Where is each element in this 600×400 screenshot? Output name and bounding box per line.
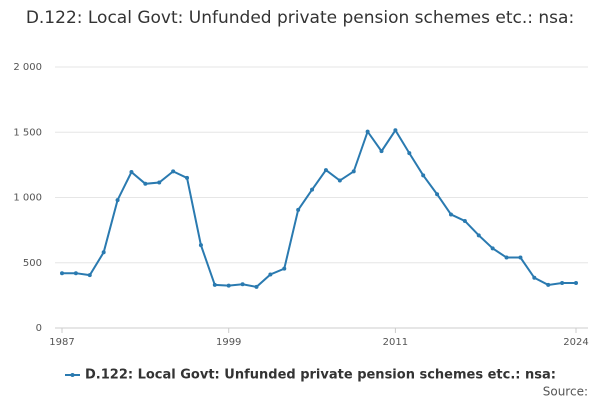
- data-point: [157, 180, 162, 185]
- data-point: [504, 255, 509, 260]
- x-tick-label: 1987: [49, 337, 74, 348]
- data-point: [462, 218, 467, 223]
- y-tick-label: 1 000: [13, 193, 42, 204]
- data-point: [365, 129, 370, 134]
- data-point: [101, 250, 106, 255]
- data-point: [393, 128, 398, 133]
- data-point: [574, 280, 578, 285]
- data-point: [379, 149, 384, 154]
- data-point: [490, 246, 495, 251]
- data-point: [546, 282, 551, 287]
- y-tick-label: 500: [23, 258, 42, 269]
- x-tick-label: 2011: [383, 337, 408, 348]
- data-point: [60, 271, 64, 276]
- data-point: [282, 266, 287, 271]
- data-point: [129, 170, 134, 175]
- data-point: [448, 212, 453, 217]
- source: Source:: [543, 385, 588, 399]
- data-point: [351, 169, 356, 174]
- data-point: [532, 275, 537, 280]
- data-point: [87, 273, 92, 278]
- data-point: [518, 255, 523, 260]
- legend-label: D.122: Local Govt: Unfunded private pens…: [85, 368, 556, 383]
- x-tick-label: 2024: [563, 337, 588, 348]
- data-point: [268, 272, 273, 277]
- data-point: [73, 271, 78, 276]
- data-point: [323, 168, 328, 173]
- data-point: [435, 192, 440, 197]
- x-tick-label: 1999: [216, 337, 241, 348]
- chart-title: D.122: Local Govt: Unfunded private pens…: [25, 8, 575, 28]
- data-point: [560, 280, 565, 285]
- data-point: [476, 233, 481, 238]
- y-tick-label: 2 000: [13, 62, 42, 73]
- data-point: [212, 282, 217, 287]
- data-point: [115, 198, 120, 203]
- data-point: [296, 207, 301, 212]
- data-point: [407, 151, 412, 156]
- data-point: [254, 284, 259, 289]
- series-line: [62, 128, 576, 288]
- y-tick-label: 0: [36, 323, 42, 334]
- data-point: [421, 173, 426, 178]
- data-point: [143, 181, 148, 186]
- data-point: [198, 243, 203, 248]
- legend-marker: [70, 373, 75, 377]
- data-point: [171, 169, 176, 174]
- y-tick-label: 1 500: [13, 127, 42, 138]
- data-point: [310, 187, 315, 192]
- data-point: [337, 178, 342, 183]
- data-point: [226, 283, 231, 288]
- data-point: [185, 175, 190, 180]
- data-point: [240, 282, 245, 287]
